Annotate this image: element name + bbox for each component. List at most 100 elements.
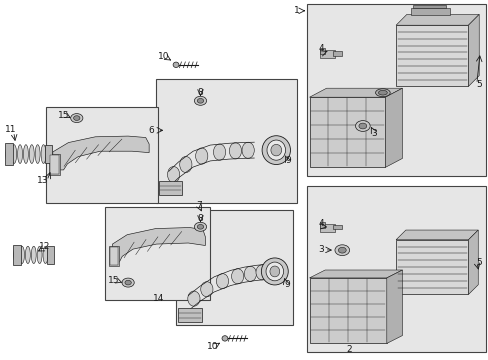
Bar [155, 79, 297, 203]
Bar [395, 240, 468, 294]
Polygon shape [112, 228, 205, 262]
Text: 1: 1 [294, 6, 300, 15]
Polygon shape [385, 88, 402, 167]
Ellipse shape [375, 89, 389, 97]
Text: 5: 5 [475, 258, 481, 266]
Ellipse shape [20, 246, 24, 264]
Ellipse shape [358, 123, 366, 129]
Ellipse shape [213, 144, 225, 160]
Bar [320, 224, 334, 232]
Bar [46, 107, 158, 203]
Ellipse shape [262, 136, 290, 165]
Bar [5, 143, 13, 165]
Bar [309, 278, 386, 343]
Ellipse shape [73, 116, 80, 120]
Ellipse shape [35, 145, 40, 163]
Bar [108, 246, 119, 266]
Ellipse shape [173, 62, 179, 68]
Polygon shape [395, 14, 478, 25]
Ellipse shape [194, 222, 206, 231]
Ellipse shape [222, 336, 227, 341]
Text: 9: 9 [285, 156, 291, 165]
Ellipse shape [71, 113, 83, 122]
Bar [412, 5, 445, 8]
Ellipse shape [37, 246, 42, 264]
Polygon shape [395, 230, 477, 240]
Text: 9: 9 [284, 280, 290, 289]
Bar [109, 247, 118, 265]
Bar [320, 48, 325, 54]
Bar [306, 186, 485, 352]
Polygon shape [468, 230, 477, 294]
Ellipse shape [334, 245, 349, 256]
Ellipse shape [197, 99, 203, 103]
Text: 10: 10 [206, 342, 218, 351]
Polygon shape [309, 270, 402, 278]
Bar [333, 51, 342, 56]
Bar [320, 50, 334, 58]
Bar [49, 154, 60, 175]
Bar [410, 8, 449, 15]
Ellipse shape [14, 246, 19, 264]
Ellipse shape [12, 145, 17, 163]
Text: 13: 13 [37, 176, 48, 185]
Ellipse shape [23, 145, 28, 163]
Bar [105, 207, 210, 300]
Text: 8: 8 [197, 214, 203, 223]
Ellipse shape [338, 247, 346, 253]
Text: 10: 10 [158, 52, 169, 61]
Text: 8: 8 [197, 88, 203, 97]
Bar [47, 246, 54, 264]
Ellipse shape [231, 269, 243, 284]
Bar [309, 97, 385, 167]
Ellipse shape [378, 90, 386, 95]
Bar [45, 145, 52, 163]
Ellipse shape [180, 156, 192, 172]
Ellipse shape [269, 266, 279, 277]
Ellipse shape [270, 144, 281, 156]
Text: 6: 6 [148, 126, 154, 135]
Ellipse shape [266, 140, 285, 160]
Ellipse shape [31, 246, 36, 264]
Ellipse shape [242, 142, 254, 158]
Bar [50, 155, 59, 174]
Bar [159, 181, 182, 195]
Ellipse shape [187, 291, 200, 306]
Text: 14: 14 [153, 294, 164, 302]
Polygon shape [53, 136, 149, 170]
Text: 3: 3 [370, 129, 376, 138]
Bar [306, 4, 485, 176]
Polygon shape [309, 88, 402, 97]
Bar [13, 245, 20, 265]
Ellipse shape [197, 225, 203, 229]
Text: 7: 7 [196, 201, 202, 210]
Text: 4: 4 [318, 44, 324, 53]
Ellipse shape [6, 145, 11, 163]
Ellipse shape [25, 246, 30, 264]
Text: 15: 15 [107, 276, 119, 285]
Ellipse shape [194, 96, 206, 105]
Text: 3: 3 [318, 246, 324, 254]
Ellipse shape [261, 258, 288, 285]
Ellipse shape [216, 274, 228, 289]
Ellipse shape [122, 278, 134, 287]
Text: 11: 11 [5, 125, 17, 134]
Ellipse shape [29, 145, 34, 163]
Ellipse shape [355, 121, 369, 131]
Polygon shape [468, 14, 478, 86]
Ellipse shape [125, 280, 131, 285]
Ellipse shape [244, 266, 256, 282]
Bar [178, 308, 202, 322]
Ellipse shape [41, 145, 46, 163]
Bar [320, 222, 325, 228]
Ellipse shape [256, 265, 268, 280]
Text: 4: 4 [318, 219, 324, 228]
Text: 12: 12 [39, 242, 51, 251]
Ellipse shape [229, 143, 241, 159]
Ellipse shape [18, 145, 22, 163]
Ellipse shape [167, 166, 180, 183]
Polygon shape [386, 270, 402, 343]
Text: 2: 2 [346, 345, 352, 354]
Text: 15: 15 [58, 111, 69, 120]
Bar [395, 25, 468, 86]
